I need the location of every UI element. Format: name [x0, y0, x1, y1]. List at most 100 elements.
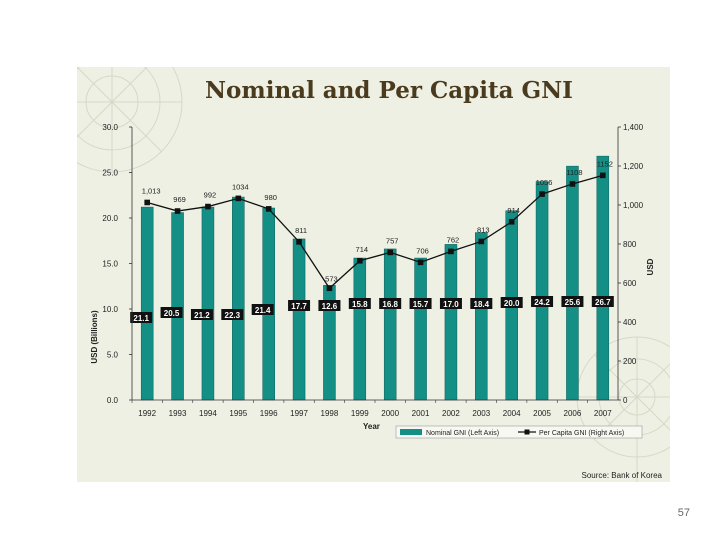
- bar-label-box: [221, 309, 244, 320]
- page-number: 57: [677, 507, 690, 519]
- bar-value-label: 20.0: [504, 299, 520, 308]
- x-tick-label: 2000: [381, 409, 399, 418]
- bar-label-box: [470, 298, 493, 309]
- per-capita-point: [357, 257, 363, 264]
- bar-label-box: [288, 300, 311, 311]
- bar-value-label: 15.7: [413, 300, 429, 309]
- per-capita-point: [296, 239, 302, 245]
- gni-bar: [232, 196, 245, 401]
- per-capita-point: [326, 285, 333, 292]
- per-capita-label: 992: [204, 191, 217, 200]
- x-tick-label: 1998: [321, 409, 339, 418]
- bar-value-label: 21.1: [133, 314, 149, 323]
- x-tick-label: 1992: [138, 409, 156, 418]
- y-right-tick-label: 0: [623, 396, 628, 405]
- gni-bar: [353, 257, 367, 401]
- y-left-tick-label: 25.0: [102, 169, 118, 178]
- bars-layer: 21.1 20.5 21.2 22.3 21.4 17.7 12.6 15.8 16.8 15.7…: [130, 155, 614, 401]
- per-capita-label: 811: [295, 226, 307, 235]
- per-capita-label: 969: [173, 195, 186, 204]
- bar-label-box: [561, 296, 584, 307]
- gni-bar: [596, 155, 610, 401]
- per-capita-point: [569, 181, 576, 187]
- per-capita-point: [205, 203, 211, 210]
- per-capita-label: 1,013: [142, 186, 161, 195]
- per-capita-point: [417, 259, 424, 266]
- bar-label-box: [190, 309, 213, 320]
- gni-bar: [566, 165, 579, 401]
- per-capita-label: 813: [477, 225, 490, 234]
- bar-label-box: [160, 307, 183, 318]
- line-layer: 1,013 969 992 1034 980 811 573 714 757 706 762 813 9…: [142, 159, 613, 292]
- x-tick-label: 1995: [229, 409, 247, 418]
- x-tick-label: 2004: [503, 409, 521, 418]
- per-capita-point: [448, 248, 454, 255]
- bar-label-box: [439, 298, 462, 309]
- per-capita-label: 914: [507, 206, 520, 215]
- x-tick-label: 1996: [260, 409, 278, 418]
- per-capita-point: [478, 238, 485, 245]
- bar-value-label: 12.6: [322, 302, 338, 311]
- per-capita-label: 1152: [597, 159, 613, 168]
- x-tick-label: 2002: [442, 409, 460, 418]
- x-tick-label: 2005: [533, 409, 551, 418]
- per-capita-point: [174, 208, 181, 214]
- gni-chart: Nominal and Per Capita GNI 21.120.5 21.2 2…: [77, 67, 670, 482]
- gni-bar: [535, 181, 549, 401]
- per-capita-label: 714: [356, 245, 369, 254]
- gni-bar: [383, 248, 397, 401]
- per-capita-point: [600, 172, 606, 179]
- gni-bar: [262, 207, 275, 401]
- y-left-tick-label: 5.0: [107, 351, 119, 360]
- gni-bar: [475, 232, 488, 401]
- x-tick-label: 2001: [412, 409, 430, 418]
- x-tick-label: 2003: [472, 409, 490, 418]
- gni-bar: [292, 238, 306, 401]
- chart-panel: Nominal and Per Capita GNI 21.1 20.5 21.2 2…: [77, 67, 670, 482]
- bar-value-label: 17.7: [291, 302, 307, 311]
- bar-label-box: [500, 297, 523, 308]
- gni-bar: [444, 244, 458, 401]
- per-capita-label: 757: [386, 236, 399, 245]
- per-capita-point: [387, 249, 393, 256]
- bar-label-box: [348, 298, 371, 309]
- bar-label-box: [531, 296, 554, 307]
- per-capita-label: 573: [325, 274, 338, 283]
- decorative-rosette: [77, 67, 670, 482]
- per-capita-label: 706: [416, 246, 429, 255]
- x-tick-label: 2006: [564, 409, 582, 418]
- legend-line-marker: [524, 429, 530, 435]
- bar-value-label: 21.2: [194, 311, 210, 320]
- per-capita-point: [144, 199, 150, 206]
- y-axis-right-title: USD: [646, 258, 655, 275]
- x-tick-label: 1993: [169, 409, 187, 418]
- bar-value-label: 25.6: [565, 298, 581, 307]
- per-capita-point: [235, 195, 242, 202]
- y-right-tick-label: 800: [623, 240, 637, 249]
- per-capita-point: [508, 218, 515, 225]
- legend-line-label: Per Capita GNI (Right Axis): [539, 430, 624, 437]
- legend: Nominal GNI (Left Axis) Per Capita GNI (…: [395, 425, 643, 439]
- gni-bar: [140, 206, 154, 401]
- gni-bar: [171, 212, 184, 401]
- gni-bar: [201, 206, 215, 401]
- bar-value-label: 18.4: [474, 300, 490, 309]
- bar-value-label: 15.8: [352, 300, 368, 309]
- bar-value-label: 16.8: [382, 300, 398, 309]
- y-right-tick-label: 1,200: [623, 162, 644, 171]
- per-capita-line: [147, 174, 603, 290]
- per-capita-label: 1056: [536, 178, 553, 187]
- bar-label-box: [409, 298, 432, 309]
- bar-value-label: 26.7: [595, 298, 611, 307]
- per-capita-label: 1108: [566, 168, 582, 177]
- legend-bar-swatch: [400, 429, 422, 435]
- bar-value-label: 21.4: [255, 306, 271, 315]
- bar-value-label: 17.0: [443, 300, 459, 309]
- per-capita-point: [265, 206, 272, 212]
- y-axis-left-title: USD (Billions): [90, 310, 99, 364]
- x-axis-title: Year: [363, 422, 380, 431]
- bar-value-label: 22.3: [225, 311, 241, 320]
- bar-label-box: [591, 296, 614, 307]
- bar-label-box: [251, 304, 274, 315]
- gni-bar: [414, 257, 427, 401]
